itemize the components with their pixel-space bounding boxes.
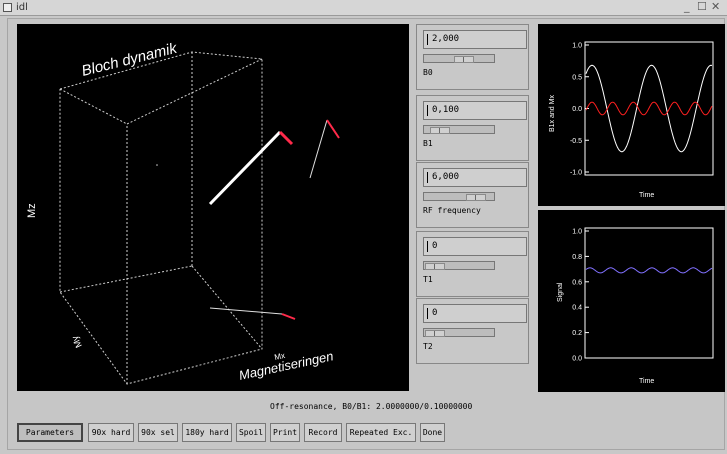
plot2-ytick-label: 0.2 xyxy=(572,330,582,337)
b1x-mx-plot-canvas: 1.0 0.5 0.0 -0.5 -1.0 Time B1x and Mx xyxy=(549,41,714,199)
close-icon[interactable]: ✕ xyxy=(711,0,721,13)
t2-label: T2 xyxy=(423,342,433,351)
rf-frequency-label: RF frequency xyxy=(423,206,481,215)
bloch-3d-canvas: Bloch dynamik Mz My Magnetiseringen Mx xyxy=(26,39,340,385)
minimize-icon[interactable]: _ xyxy=(684,0,690,13)
side-projection xyxy=(309,119,328,179)
t1-slider[interactable] xyxy=(423,261,495,270)
180y-hard-button[interactable]: 180y hard xyxy=(182,423,232,442)
90x-sel-button[interactable]: 90x sel xyxy=(138,423,178,442)
plot1-ytick-label: 0.5 xyxy=(572,74,582,81)
t2-control-panel: 0 T2 xyxy=(416,298,529,364)
box-edge xyxy=(59,265,193,293)
t1-value: 0 xyxy=(432,241,438,251)
plot1-ytick-label: 1.0 xyxy=(572,43,582,50)
b0-value-field[interactable]: 2,000 xyxy=(423,30,527,49)
box-edge xyxy=(59,88,128,125)
view3d-title: Bloch dynamik xyxy=(80,39,180,79)
plot1-ylabel: B1x and Mx xyxy=(549,95,556,132)
status-text: Off-resonance, B0/B1: 2.0000000/0.100000… xyxy=(270,402,473,411)
floor-projection xyxy=(209,307,283,315)
plot1-ytick-label: -0.5 xyxy=(570,138,582,145)
b0-control-panel: 2,000 B0 xyxy=(416,24,529,90)
center-dot xyxy=(156,164,158,166)
t2-value: 0 xyxy=(432,308,438,318)
plot2-ytick-label: 0.4 xyxy=(572,305,582,312)
signal-plot: 1.0 0.8 0.6 0.4 0.2 0.0 Time Signal xyxy=(538,210,725,392)
window-title: idl xyxy=(16,2,28,13)
rf-frequency-slider-thumb[interactable] xyxy=(466,194,486,201)
spoil-button[interactable]: Spoil xyxy=(236,423,266,442)
signal-curve xyxy=(585,267,713,274)
signal-plot-canvas: 1.0 0.8 0.6 0.4 0.2 0.0 Time Signal xyxy=(557,227,714,385)
record-button[interactable]: Record xyxy=(304,423,342,442)
plot2-axes xyxy=(584,227,714,359)
b1-slider-thumb[interactable] xyxy=(430,127,450,134)
plot2-xlabel: Time xyxy=(639,378,654,385)
90x-hard-button[interactable]: 90x hard xyxy=(88,423,134,442)
rf-frequency-value-field[interactable]: 6,000 xyxy=(423,168,527,187)
b0-label: B0 xyxy=(423,68,433,77)
plot2-ytick-label: 0.8 xyxy=(572,254,582,261)
done-button[interactable]: Done xyxy=(420,423,445,442)
t2-slider[interactable] xyxy=(423,328,495,337)
mx-axis-label: Mx xyxy=(274,351,286,362)
plot1-xlabel: Time xyxy=(639,192,654,199)
b0-slider[interactable] xyxy=(423,54,495,63)
b1-control-panel: 0,100 B1 xyxy=(416,95,529,161)
repeated-exc-button[interactable]: Repeated Exc. xyxy=(346,423,416,442)
plot1-ytick-label: 0.0 xyxy=(572,106,582,113)
magnetisation-axis-label: Magnetiseringen xyxy=(238,348,335,383)
side-projection-tip xyxy=(326,119,340,139)
parameters-button[interactable]: Parameters xyxy=(17,423,83,442)
box-outline xyxy=(59,51,263,385)
plot2-ytick-label: 0.0 xyxy=(572,356,582,363)
bloch-3d-view[interactable]: Bloch dynamik Mz My Magnetiseringen Mx xyxy=(17,24,409,391)
b0-slider-thumb[interactable] xyxy=(454,56,474,63)
t1-label: T1 xyxy=(423,275,433,284)
window-titlebar: idl _ ☐ ✕ xyxy=(0,0,727,16)
print-button[interactable]: Print xyxy=(270,423,300,442)
plot1-ytick-label: -1.0 xyxy=(570,170,582,177)
plot2-ytick-label: 0.6 xyxy=(572,279,582,286)
t2-value-field[interactable]: 0 xyxy=(423,304,527,323)
magnetization-vector-tip xyxy=(278,130,294,146)
box-edge xyxy=(191,265,263,350)
b1-value: 0,100 xyxy=(432,105,460,115)
rf-frequency-slider[interactable] xyxy=(423,192,495,201)
t1-slider-thumb[interactable] xyxy=(425,263,445,270)
b1-slider[interactable] xyxy=(423,125,495,134)
rf-frequency-control-panel: 6,000 RF frequency xyxy=(416,162,529,228)
my-axis-label: My xyxy=(69,334,83,350)
floor-projection-tip xyxy=(281,313,296,320)
b0-value: 2,000 xyxy=(432,34,460,44)
maximize-icon[interactable]: ☐ xyxy=(697,0,707,13)
magnetization-vector xyxy=(208,130,282,206)
plot2-ylabel: Signal xyxy=(557,282,564,302)
mz-axis-label: Mz xyxy=(26,203,38,218)
box-edge xyxy=(126,58,263,125)
plot2-ytick-label: 1.0 xyxy=(572,229,582,236)
t2-slider-thumb[interactable] xyxy=(425,330,445,337)
app-icon[interactable] xyxy=(3,3,12,12)
b1x-mx-plot: 1.0 0.5 0.0 -0.5 -1.0 Time B1x and Mx xyxy=(538,24,725,206)
b1-value-field[interactable]: 0,100 xyxy=(423,101,527,120)
b1-label: B1 xyxy=(423,139,433,148)
t1-control-panel: 0 T1 xyxy=(416,231,529,297)
t1-value-field[interactable]: 0 xyxy=(423,237,527,256)
rf-frequency-value: 6,000 xyxy=(432,172,460,182)
b1x-curve xyxy=(585,101,713,116)
